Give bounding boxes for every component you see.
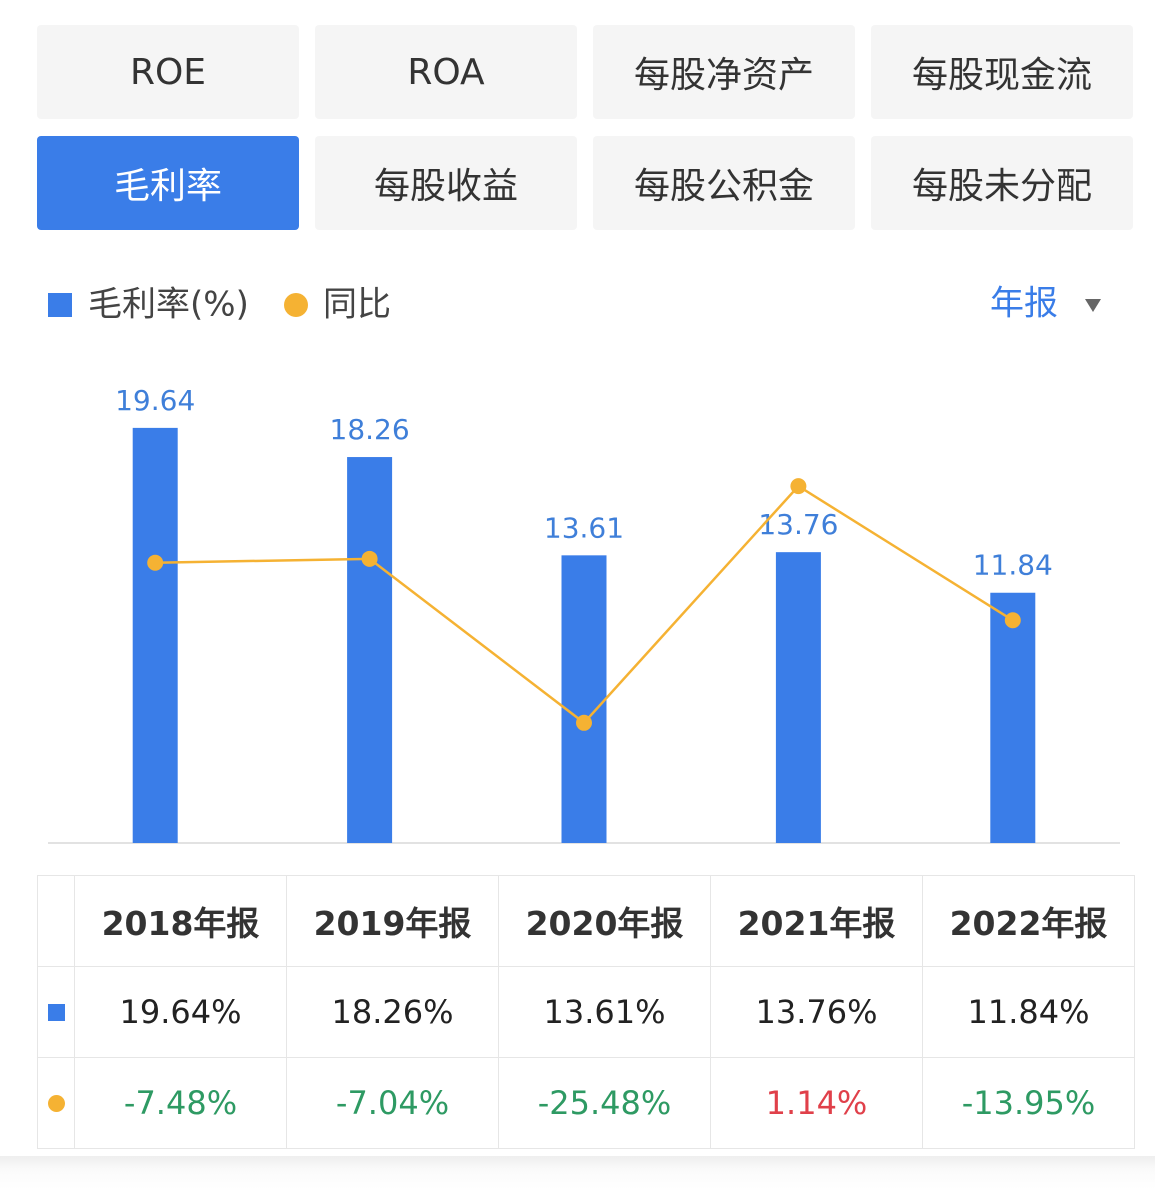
table-row: -7.48% -7.04% -25.48% 1.14% -13.95% bbox=[37, 1057, 1135, 1149]
tab[interactable]: 每股现金流 bbox=[871, 25, 1133, 119]
tab[interactable]: 每股净资产 bbox=[593, 25, 855, 119]
legend-swatch bbox=[284, 293, 308, 317]
table-value: 18.26% bbox=[286, 966, 499, 1058]
yoy-point bbox=[576, 714, 592, 731]
corner-cell bbox=[37, 875, 75, 967]
period-label[interactable]: 年报 bbox=[990, 284, 1058, 324]
legend-label: 同比 bbox=[323, 285, 391, 325]
bar-value-label: 19.64 bbox=[115, 384, 195, 417]
bar-value-label: 13.76 bbox=[758, 508, 838, 541]
table-row: 19.64% 18.26% 13.61% 13.76% 11.84% bbox=[37, 966, 1135, 1058]
dropdown-arrow[interactable] bbox=[1085, 299, 1101, 312]
chart: 毛利率(%) 同比 年报 19.64 18.26 13.61 13.76 11.84 bbox=[48, 284, 1120, 844]
period-header: 2022年报 bbox=[922, 875, 1135, 967]
table-value: -25.48% bbox=[498, 1057, 711, 1149]
yoy-point bbox=[147, 554, 164, 571]
tab[interactable]: ROE bbox=[37, 25, 299, 119]
yoy-point bbox=[1004, 612, 1021, 629]
bar bbox=[775, 552, 821, 843]
tab[interactable]: 每股公积金 bbox=[593, 136, 855, 230]
tab-bar: ROE ROA 每股净资产 每股现金流毛利率 每股收益 每股公积金 每股未分配 bbox=[37, 25, 1133, 230]
data-table: 2018年报 2019年报 2020年报 2021年报 2022年报 19.64% 18.2… bbox=[37, 875, 1135, 1149]
period-dropdown[interactable]: 年报 bbox=[990, 284, 1101, 324]
tab[interactable]: ROA bbox=[315, 25, 577, 119]
table-value: 11.84% bbox=[922, 966, 1135, 1058]
table-value: 1.14% bbox=[710, 1057, 923, 1149]
legend-swatch bbox=[48, 293, 72, 317]
bar bbox=[561, 555, 607, 843]
period-header: 2021年报 bbox=[710, 875, 923, 967]
bar bbox=[132, 427, 178, 843]
yoy-point bbox=[790, 478, 807, 495]
table-header-row: 2018年报 2019年报 2020年报 2021年报 2022年报 bbox=[37, 875, 1135, 967]
bar-value-label: 18.26 bbox=[330, 413, 410, 446]
period-header: 2019年报 bbox=[286, 875, 499, 967]
period-header: 2020年报 bbox=[498, 875, 711, 967]
tab[interactable]: 每股未分配 bbox=[871, 136, 1133, 230]
bar-value-label: 11.84 bbox=[973, 549, 1053, 582]
series-marker bbox=[47, 1094, 65, 1112]
table-value: -7.48% bbox=[74, 1057, 287, 1149]
tab[interactable]: 毛利率 bbox=[37, 136, 299, 230]
series-marker bbox=[47, 1003, 65, 1021]
bar-value-label: 13.61 bbox=[544, 511, 624, 544]
table-value: -7.04% bbox=[286, 1057, 499, 1149]
table-value: 13.76% bbox=[710, 966, 923, 1058]
legend-label: 毛利率(%) bbox=[88, 285, 249, 325]
bar bbox=[347, 457, 393, 843]
table-value: -13.95% bbox=[922, 1057, 1135, 1149]
yoy-point bbox=[361, 550, 378, 567]
tab[interactable]: 每股收益 bbox=[315, 136, 577, 230]
series-marker-cell bbox=[37, 966, 75, 1058]
series-marker-cell bbox=[37, 1057, 75, 1149]
table-value: 13.61% bbox=[498, 966, 711, 1058]
bottom-shadow bbox=[0, 1156, 1155, 1189]
bar bbox=[990, 592, 1036, 843]
period-header: 2018年报 bbox=[74, 875, 287, 967]
table-value: 19.64% bbox=[74, 966, 287, 1058]
